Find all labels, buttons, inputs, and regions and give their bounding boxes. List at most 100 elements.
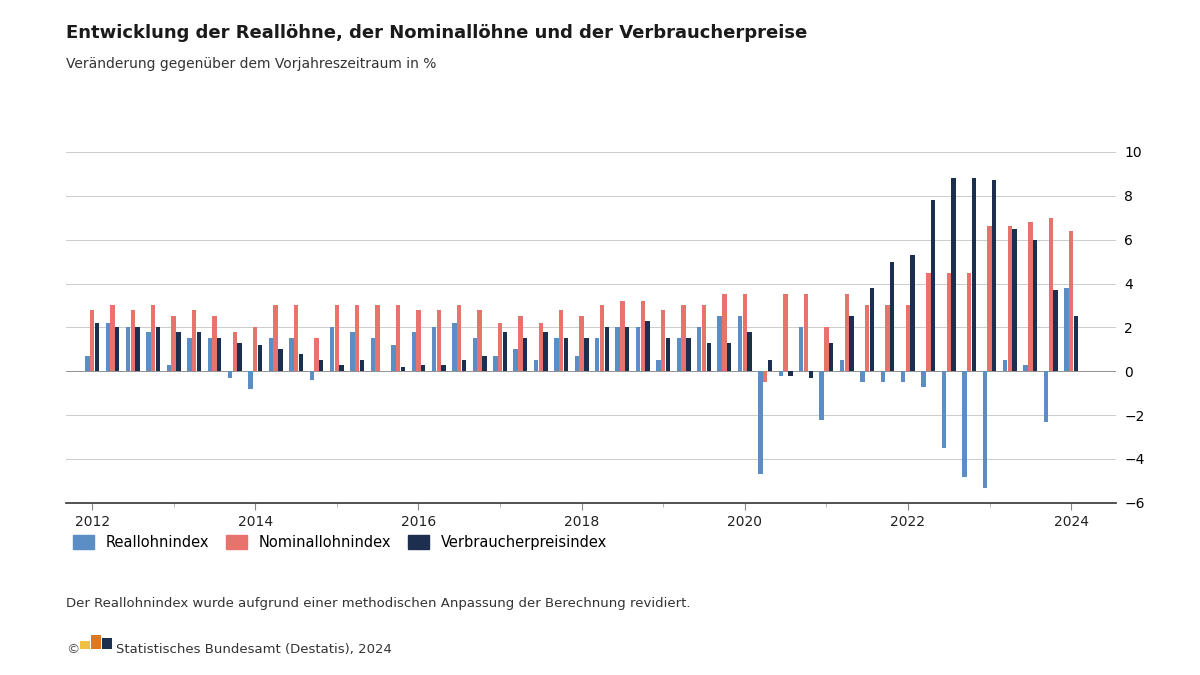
Bar — [763, 371, 767, 382]
Bar — [228, 371, 233, 378]
Bar — [829, 343, 833, 371]
Bar — [656, 360, 661, 371]
Bar — [376, 305, 380, 371]
Bar — [95, 323, 100, 371]
Bar — [702, 305, 706, 371]
Bar — [575, 356, 580, 371]
Bar — [1003, 360, 1008, 371]
Bar — [126, 327, 131, 371]
Bar — [870, 288, 874, 371]
Bar — [310, 371, 314, 380]
Bar — [534, 360, 539, 371]
Bar — [151, 305, 156, 371]
Bar — [330, 327, 335, 371]
Bar — [416, 310, 421, 371]
Bar — [319, 360, 323, 371]
Bar — [360, 360, 364, 371]
Bar — [493, 356, 498, 371]
Bar — [616, 327, 620, 371]
Bar — [824, 327, 828, 371]
Bar — [718, 317, 722, 371]
Bar — [738, 317, 743, 371]
Bar — [498, 323, 503, 371]
Bar — [860, 371, 865, 382]
Bar — [881, 371, 886, 382]
Bar — [85, 356, 90, 371]
Bar — [1049, 217, 1052, 371]
Bar — [110, 305, 115, 371]
Bar — [748, 332, 751, 371]
Bar — [697, 327, 702, 371]
Bar — [661, 310, 666, 371]
Bar — [600, 305, 605, 371]
Bar — [503, 332, 506, 371]
Bar — [1044, 371, 1049, 422]
Bar — [197, 332, 202, 371]
Bar — [473, 338, 478, 371]
Bar — [233, 332, 238, 371]
Bar — [962, 371, 967, 477]
Bar — [131, 310, 136, 371]
Bar — [1074, 317, 1078, 371]
Bar — [722, 294, 726, 371]
Legend: Reallohnindex, Nominallohnindex, Verbraucherpreisindex: Reallohnindex, Nominallohnindex, Verbrau… — [73, 535, 607, 549]
Bar — [809, 371, 812, 378]
Bar — [462, 360, 466, 371]
Bar — [187, 338, 192, 371]
Bar — [580, 317, 584, 371]
Bar — [804, 294, 808, 371]
Bar — [452, 323, 457, 371]
Bar — [845, 294, 848, 371]
Bar — [391, 345, 396, 371]
Bar — [584, 338, 588, 371]
Bar — [788, 371, 792, 375]
Bar — [1064, 288, 1068, 371]
Bar — [865, 305, 869, 371]
Bar — [172, 317, 176, 371]
Bar — [727, 343, 731, 371]
Bar — [666, 338, 670, 371]
Bar — [901, 371, 906, 382]
Bar — [1024, 364, 1028, 371]
Bar — [299, 354, 304, 371]
Bar — [482, 356, 486, 371]
Bar — [931, 200, 935, 371]
Bar — [238, 343, 242, 371]
Bar — [967, 273, 971, 371]
Bar — [457, 305, 462, 371]
Bar — [523, 338, 527, 371]
Bar — [146, 332, 151, 371]
Bar — [269, 338, 274, 371]
Bar — [335, 305, 340, 371]
Bar — [625, 327, 629, 371]
Bar — [906, 305, 910, 371]
Bar — [595, 338, 600, 371]
Bar — [432, 327, 437, 371]
Bar — [926, 273, 930, 371]
Bar — [442, 364, 445, 371]
Bar — [253, 327, 258, 371]
Text: ©: © — [66, 643, 79, 655]
Bar — [1028, 222, 1032, 371]
Bar — [686, 338, 690, 371]
Bar — [350, 332, 355, 371]
Bar — [167, 364, 172, 371]
Bar — [784, 294, 787, 371]
Bar — [840, 360, 845, 371]
Bar — [518, 317, 523, 371]
Bar — [554, 338, 559, 371]
Bar — [1013, 229, 1016, 371]
Bar — [278, 350, 283, 371]
Bar — [559, 310, 564, 371]
Bar — [779, 371, 784, 375]
Bar — [212, 317, 217, 371]
Bar — [707, 343, 710, 371]
Bar — [677, 338, 682, 371]
Bar — [294, 305, 299, 371]
Bar — [850, 317, 853, 371]
Bar — [437, 310, 442, 371]
Bar — [972, 178, 976, 371]
Bar — [820, 371, 824, 419]
Bar — [1008, 227, 1012, 371]
Bar — [274, 305, 278, 371]
